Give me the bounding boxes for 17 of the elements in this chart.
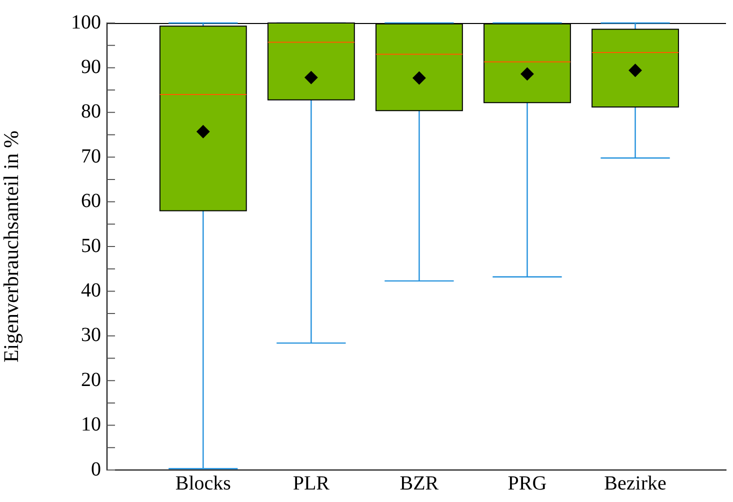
y-tick-label: 90 [81, 56, 101, 78]
y-tick-label: 70 [81, 145, 101, 168]
y-tick-label: 80 [81, 100, 101, 123]
x-tick-label: PRG [508, 472, 547, 494]
x-tick-label: PLR [292, 472, 330, 494]
y-axis-title: Eigenverbrauchsanteil in % [0, 130, 24, 363]
y-tick-label: 10 [81, 414, 101, 436]
y-tick-label: 60 [81, 190, 101, 212]
x-tick-label: Blocks [175, 472, 232, 494]
y-tick-label: 50 [81, 234, 101, 257]
y-tick-label: 20 [81, 368, 101, 391]
y-tick-label: 30 [81, 324, 101, 346]
x-tick-label: BZR [400, 472, 440, 494]
y-tick-label: 0 [91, 458, 101, 480]
y-tick-label: 40 [81, 279, 101, 302]
y-tick-label: 100 [71, 11, 101, 34]
x-tick-label: Bezirke [604, 472, 666, 494]
